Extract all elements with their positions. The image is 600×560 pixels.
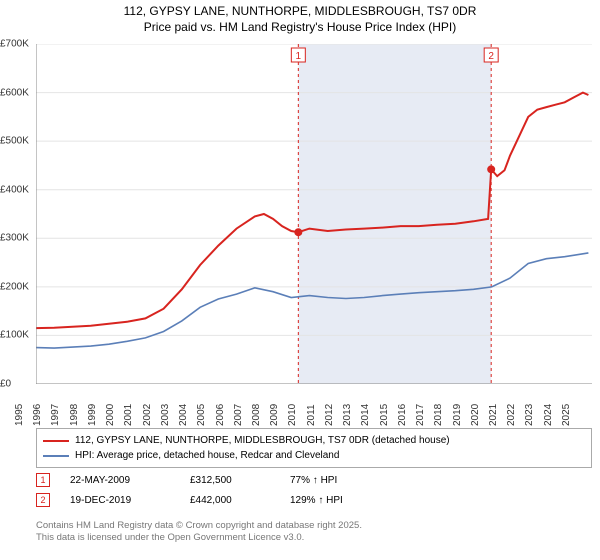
x-tick-label: 2006	[214, 404, 225, 426]
y-tick-label: £500K	[0, 136, 29, 147]
x-tick-label: 2018	[433, 404, 444, 426]
x-tick-label: 2012	[324, 404, 335, 426]
x-tick-label: 2020	[470, 404, 481, 426]
x-tick-label: 2025	[561, 404, 572, 426]
legend-label-hpi: HPI: Average price, detached house, Redc…	[75, 448, 339, 463]
sale-pct-1: 77% ↑ HPI	[290, 475, 337, 486]
legend-swatch-property	[43, 440, 69, 442]
footer-line-1: Contains HM Land Registry data © Crown c…	[36, 520, 592, 532]
x-tick-label: 2000	[105, 404, 116, 426]
svg-text:2: 2	[488, 51, 494, 62]
x-tick-label: 2005	[196, 404, 207, 426]
svg-text:1: 1	[296, 51, 302, 62]
chart-title: 112, GYPSY LANE, NUNTHORPE, MIDDLESBROUG…	[0, 0, 600, 35]
x-tick-label: 2015	[378, 404, 389, 426]
x-tick-label: 2011	[306, 404, 317, 426]
x-tick-label: 2019	[451, 404, 462, 426]
sale-price-2: £442,000	[190, 495, 270, 506]
x-tick-label: 1996	[32, 404, 43, 426]
legend: 112, GYPSY LANE, NUNTHORPE, MIDDLESBROUG…	[36, 428, 592, 468]
sales-table: 1 22-MAY-2009 £312,500 77% ↑ HPI 2 19-DE…	[36, 470, 592, 510]
footer-line-2: This data is licensed under the Open Gov…	[36, 532, 592, 544]
x-tick-label: 2017	[415, 404, 426, 426]
x-tick-label: 2008	[251, 404, 262, 426]
legend-swatch-hpi	[43, 455, 69, 457]
sales-row-2: 2 19-DEC-2019 £442,000 129% ↑ HPI	[36, 490, 592, 510]
legend-item-property: 112, GYPSY LANE, NUNTHORPE, MIDDLESBROUG…	[43, 433, 585, 448]
sale-marker-2: 2	[36, 493, 50, 507]
x-tick-label: 2023	[524, 404, 535, 426]
x-tick-label: 2014	[360, 404, 371, 426]
y-tick-label: £100K	[0, 330, 29, 341]
x-tick-label: 2016	[397, 404, 408, 426]
sale-pct-2: 129% ↑ HPI	[290, 495, 343, 506]
sales-row-1: 1 22-MAY-2009 £312,500 77% ↑ HPI	[36, 470, 592, 490]
title-line-2: Price paid vs. HM Land Registry's House …	[0, 20, 600, 36]
y-tick-label: £700K	[0, 39, 29, 50]
y-tick-label: £200K	[0, 281, 29, 292]
sale-marker-1: 1	[36, 473, 50, 487]
x-axis: 1995199619971998199920002001200220032004…	[36, 386, 592, 422]
x-tick-label: 2021	[488, 404, 499, 426]
x-tick-label: 2002	[141, 404, 152, 426]
y-tick-label: £0	[0, 379, 11, 390]
legend-label-property: 112, GYPSY LANE, NUNTHORPE, MIDDLESBROUG…	[75, 433, 450, 448]
x-tick-label: 2007	[233, 404, 244, 426]
x-tick-label: 2010	[287, 404, 298, 426]
x-tick-label: 2009	[269, 404, 280, 426]
y-tick-label: £400K	[0, 184, 29, 195]
x-tick-label: 2003	[160, 404, 171, 426]
sale-date-1: 22-MAY-2009	[70, 475, 170, 486]
title-line-1: 112, GYPSY LANE, NUNTHORPE, MIDDLESBROUG…	[0, 4, 600, 20]
chart-plot-area: 12	[36, 44, 592, 384]
x-tick-label: 2022	[506, 404, 517, 426]
x-tick-label: 1995	[14, 404, 25, 426]
x-tick-label: 2004	[178, 404, 189, 426]
sale-date-2: 19-DEC-2019	[70, 495, 170, 506]
footer: Contains HM Land Registry data © Crown c…	[36, 520, 592, 545]
x-tick-label: 2013	[342, 404, 353, 426]
x-tick-label: 1999	[87, 404, 98, 426]
legend-item-hpi: HPI: Average price, detached house, Redc…	[43, 448, 585, 463]
y-tick-label: £600K	[0, 87, 29, 98]
x-tick-label: 1998	[69, 404, 80, 426]
x-tick-label: 1997	[50, 404, 61, 426]
chart-container: 112, GYPSY LANE, NUNTHORPE, MIDDLESBROUG…	[0, 0, 600, 560]
chart-svg: 12	[36, 44, 592, 384]
x-tick-label: 2001	[123, 404, 134, 426]
y-tick-label: £300K	[0, 233, 29, 244]
x-tick-label: 2024	[543, 404, 554, 426]
sale-price-1: £312,500	[190, 475, 270, 486]
